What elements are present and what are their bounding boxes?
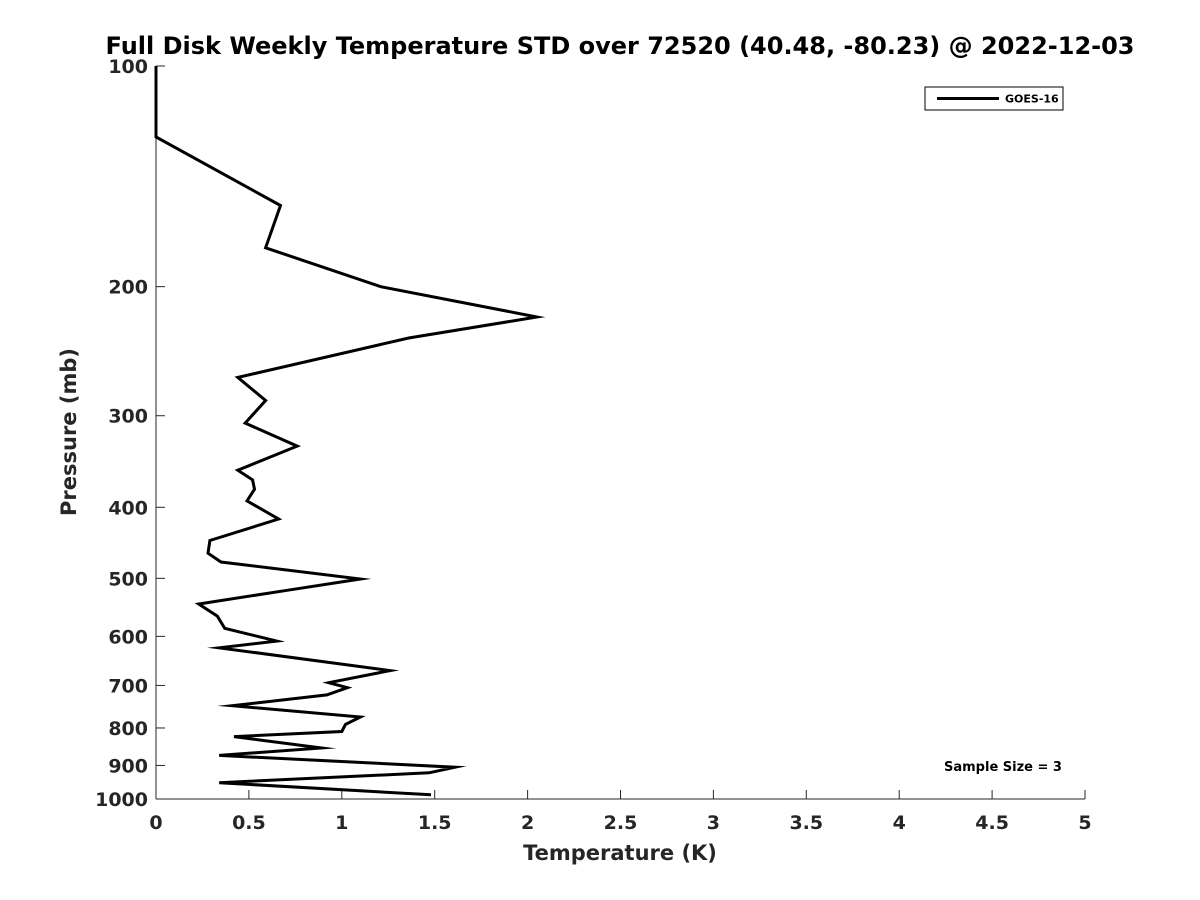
series-group xyxy=(154,66,546,797)
y-tick-label: 1000 xyxy=(95,789,148,811)
x-tick-label: 1.5 xyxy=(418,812,452,834)
x-tick-label: 3.5 xyxy=(789,812,823,834)
axes xyxy=(155,66,1085,800)
x-tick-label: 0 xyxy=(149,812,162,834)
y-axis-ticks: 100 200 300 400 500 600 700 800 900 1000 xyxy=(95,56,165,811)
y-tick-label: 200 xyxy=(108,277,148,299)
legend-label-goes-16: GOES-16 xyxy=(1005,93,1059,106)
x-axis-label: Temperature (K) xyxy=(523,841,717,865)
x-tick-label: 0.5 xyxy=(232,812,266,834)
x-tick-label: 5 xyxy=(1078,812,1091,834)
legend: GOES-16 xyxy=(924,86,1064,111)
y-tick-label: 600 xyxy=(108,626,148,648)
y-tick-label: 400 xyxy=(108,497,148,519)
series-line-goes-16 xyxy=(154,66,546,797)
x-tick-label: 2 xyxy=(521,812,534,834)
x-tick-label: 3 xyxy=(707,812,720,834)
x-tick-label: 4 xyxy=(893,812,906,834)
x-tick-label: 4.5 xyxy=(975,812,1009,834)
y-tick-label: 300 xyxy=(108,406,148,428)
y-tick-label: 100 xyxy=(108,56,148,78)
x-tick-label: 2.5 xyxy=(604,812,638,834)
sample-size-annotation: Sample Size = 3 xyxy=(944,760,1062,775)
y-tick-label: 900 xyxy=(108,755,148,777)
x-tick-label: 1 xyxy=(335,812,348,834)
x-axis-ticks: 0 0.5 1 1.5 2 2.5 3 3.5 4 4.5 5 xyxy=(149,790,1092,834)
y-tick-label: 800 xyxy=(108,718,148,740)
y-tick-label: 500 xyxy=(108,568,148,590)
y-axis-label: Pressure (mb) xyxy=(57,348,81,516)
chart-title: Full Disk Weekly Temperature STD over 72… xyxy=(106,32,1135,60)
y-tick-label: 700 xyxy=(108,675,148,697)
